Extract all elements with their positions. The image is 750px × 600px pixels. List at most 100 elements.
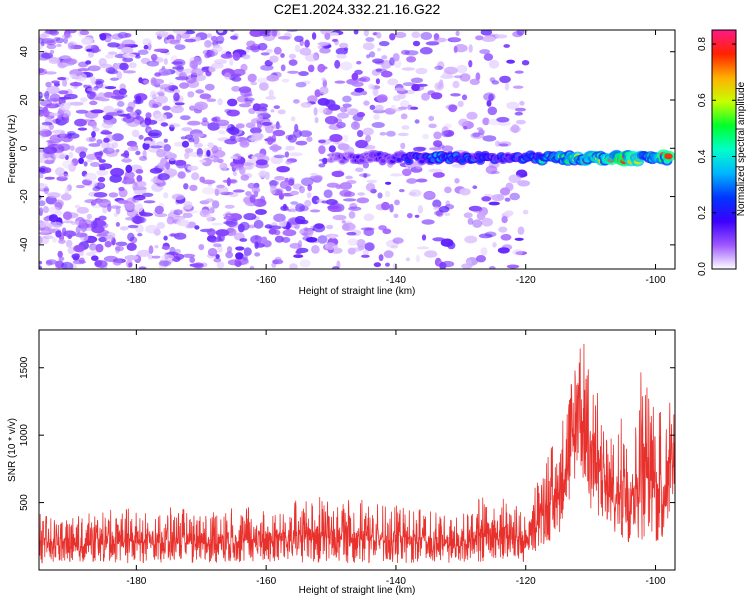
heatmap-cell bbox=[328, 32, 339, 36]
heatmap-cell bbox=[354, 87, 365, 93]
heatmap-cell bbox=[83, 84, 88, 88]
heatmap-cell bbox=[226, 109, 240, 117]
heatmap-cell bbox=[249, 265, 255, 269]
heatmap-cell bbox=[273, 105, 280, 109]
heatmap-cell bbox=[110, 77, 119, 81]
heatmap-cell bbox=[86, 87, 99, 92]
heatmap-cell bbox=[250, 127, 262, 134]
heatmap-cell bbox=[285, 160, 293, 165]
heatmap-cell bbox=[271, 134, 277, 143]
heatmap-cell bbox=[115, 241, 128, 247]
heatmap-cell bbox=[71, 158, 79, 167]
heatmap-cell bbox=[167, 152, 177, 162]
heatmap-cell bbox=[43, 146, 57, 155]
heatmap-cell bbox=[347, 238, 358, 246]
x-tick-label: -100 bbox=[646, 275, 666, 286]
heatmap-cell bbox=[294, 44, 301, 53]
heatmap-cell bbox=[318, 139, 326, 144]
heatmap-cell bbox=[89, 243, 98, 251]
heatmap-cell bbox=[336, 53, 347, 59]
heatmap-cell bbox=[225, 218, 238, 228]
heatmap-cell bbox=[478, 233, 493, 239]
heatmap-cell bbox=[378, 254, 384, 262]
heatmap-cell bbox=[506, 264, 520, 269]
heatmap-cell bbox=[457, 100, 464, 108]
heatmap-cell bbox=[376, 94, 388, 103]
heatmap-cell bbox=[175, 253, 185, 260]
heatmap-cell bbox=[284, 151, 290, 158]
heatmap-cell bbox=[271, 143, 279, 153]
heatmap-cell bbox=[62, 79, 68, 87]
heatmap-cell bbox=[397, 132, 409, 137]
heatmap-cell bbox=[102, 114, 114, 120]
snr-y-axis-label: SNR (10 * v/v) bbox=[7, 418, 18, 482]
heatmap-cell bbox=[58, 90, 69, 95]
heatmap-cell bbox=[214, 59, 227, 65]
heatmap-cell bbox=[211, 145, 219, 154]
y-tick-label: 40 bbox=[19, 46, 30, 58]
heatmap-cell bbox=[249, 30, 263, 37]
heatmap-cell bbox=[187, 165, 199, 171]
heatmap-cell bbox=[458, 118, 469, 127]
heatmap-cell bbox=[472, 185, 478, 189]
heatmap-cell bbox=[482, 117, 490, 126]
heatmap-cell bbox=[321, 200, 329, 204]
heatmap-cell bbox=[176, 33, 182, 42]
heatmap-cell bbox=[189, 184, 198, 192]
heatmap-cell bbox=[521, 60, 530, 66]
heatmap-cell bbox=[98, 98, 110, 102]
heatmap-cell bbox=[150, 145, 163, 149]
heatmap-cell bbox=[288, 178, 295, 186]
heatmap-cell bbox=[127, 224, 139, 229]
heatmap-cell bbox=[392, 95, 401, 102]
heatmap-cell bbox=[207, 248, 218, 257]
heatmap-cell bbox=[78, 157, 84, 164]
heatmap-cell bbox=[356, 111, 366, 118]
heatmap-cell bbox=[490, 170, 500, 175]
heatmap-cell bbox=[326, 224, 334, 230]
heatmap-cell bbox=[434, 210, 443, 216]
heatmap-cell bbox=[239, 221, 250, 231]
heatmap-cell bbox=[219, 162, 228, 171]
heatmap-cell bbox=[349, 247, 363, 252]
heatmap-cell bbox=[174, 248, 181, 254]
colorbar-ticks: 0.0 0.2 0.4 0.6 0.8 bbox=[697, 37, 736, 276]
heatmap-cell bbox=[192, 135, 200, 145]
heatmap-cell bbox=[227, 98, 238, 107]
heatmap-cell bbox=[110, 167, 125, 177]
heatmap-cell bbox=[160, 69, 172, 76]
heatmap-cell bbox=[365, 182, 376, 192]
heatmap-cell bbox=[488, 201, 500, 206]
heatmap-cell bbox=[39, 235, 43, 245]
heatmap-cell bbox=[512, 85, 524, 89]
heatmap-cell bbox=[45, 259, 58, 265]
heatmap-cell bbox=[95, 80, 104, 89]
heatmap-cell bbox=[55, 230, 62, 238]
heatmap-cell bbox=[123, 33, 132, 38]
heatmap-cell bbox=[47, 192, 61, 199]
heatmap-cell bbox=[85, 251, 96, 257]
heatmap-cell bbox=[357, 77, 367, 82]
heatmap-cell bbox=[49, 93, 61, 103]
heatmap-cell bbox=[497, 141, 512, 147]
heatmap-cell bbox=[80, 223, 88, 233]
heatmap-cell bbox=[274, 256, 282, 262]
heatmap-cell bbox=[376, 32, 382, 39]
heatmap-cell bbox=[428, 115, 435, 122]
heatmap-cell bbox=[374, 104, 384, 112]
heatmap-cell bbox=[369, 51, 376, 58]
heatmap-cell bbox=[217, 30, 224, 33]
heatmap-cell bbox=[332, 214, 347, 221]
heatmap-cell bbox=[202, 117, 208, 123]
heatmap-cell bbox=[39, 173, 44, 179]
heatmap-cell bbox=[121, 39, 136, 47]
heatmap-cell bbox=[313, 107, 318, 116]
heatmap-cell bbox=[189, 105, 196, 111]
heatmap-cell bbox=[235, 252, 244, 260]
heatmap-cell bbox=[147, 254, 154, 260]
heatmap-cell bbox=[54, 143, 61, 148]
heatmap-cell bbox=[154, 245, 159, 249]
heatmap-cell bbox=[406, 56, 417, 63]
heatmap-cell bbox=[497, 247, 510, 254]
heatmap-cell bbox=[211, 200, 220, 209]
